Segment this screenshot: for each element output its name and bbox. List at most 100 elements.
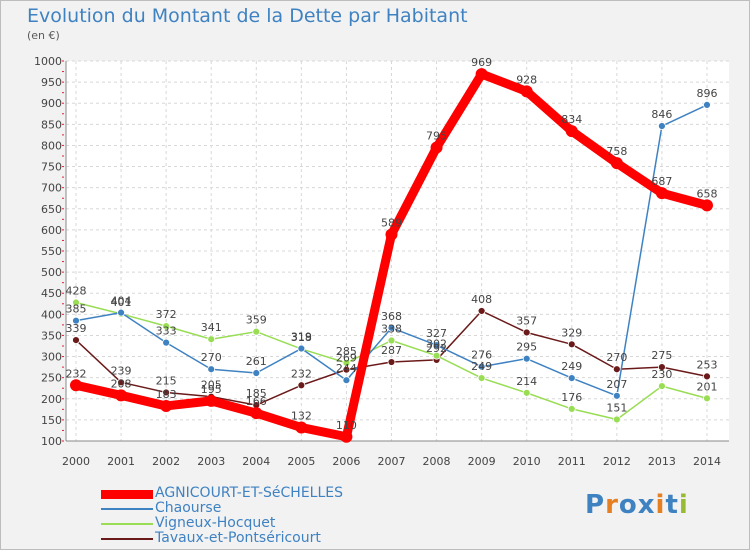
minor-tick [62,334,64,336]
data-label: 834 [561,113,582,126]
y-tick-label: 950 [41,76,62,89]
x-axis: 2000 2001 2002 2003 2004 2005 2006 2007 2008 2009… [62,455,721,468]
y-tick-label: 850 [41,118,62,131]
minor-tick [62,144,64,146]
data-label: 270 [201,351,222,364]
data-point [475,68,488,81]
data-point [162,338,171,347]
data-label: 232 [291,367,312,380]
data-point [252,327,261,336]
data-point [703,101,711,109]
data-label: 292 [426,342,447,355]
data-label: 275 [651,349,672,362]
minor-tick [62,419,64,421]
minor-tick [62,123,64,125]
data-point [162,322,171,331]
legend-swatch [101,490,153,499]
data-point [700,199,713,212]
data-point [567,374,576,382]
y-tick-label: 550 [41,245,62,258]
data-label: 341 [201,321,222,334]
data-label: 327 [426,327,447,340]
chart-subtitle: (en €) [27,29,60,42]
data-label: 589 [381,217,402,230]
legend-label: AGNICOURT-ET-SéCHELLES [155,485,343,501]
minor-tick [62,155,64,157]
data-point [522,388,531,397]
legend-swatch [101,538,153,540]
data-point [72,298,80,307]
x-tick-label: 2014 [693,455,721,468]
data-point [610,157,623,170]
data-label: 687 [651,175,672,188]
data-label: 368 [381,310,402,323]
data-label: 928 [516,73,537,86]
data-label: 183 [156,388,177,401]
minor-tick [62,166,64,168]
data-point [477,307,486,315]
minor-tick [62,176,64,178]
data-point [385,228,398,241]
data-point [565,125,578,138]
data-point [477,374,486,382]
minor-tick [62,377,64,379]
data-point [387,336,396,345]
minor-tick [62,429,64,431]
grid-lines [66,60,729,442]
data-label: 339 [66,322,87,335]
y-tick-label: 750 [41,161,62,174]
data-label: 408 [471,293,492,306]
x-tick-label: 2007 [377,455,405,468]
proxiti-logo: Proxiti [585,490,689,520]
y-tick-label: 900 [41,97,62,110]
data-label: 230 [651,368,672,381]
data-label: 270 [606,351,627,364]
data-label: 244 [336,362,357,375]
data-label: 295 [516,341,537,354]
data-point [477,362,486,371]
minor-tick [62,303,64,305]
data-label: 249 [561,360,582,373]
data-point [117,378,125,387]
minor-tick [62,387,64,389]
minor-tick [62,324,64,326]
legend-label: Chaourse [155,500,222,516]
x-tick-label: 2005 [287,455,315,468]
data-point [72,316,80,325]
data-point [432,341,441,350]
y-tick-label: 650 [41,203,62,216]
data-label: 372 [156,308,177,321]
data-label: 404 [111,295,132,308]
data-point [252,369,261,377]
data-label: 208 [111,377,132,390]
data-point [432,351,441,360]
y-tick-label: 450 [41,287,62,300]
data-point [250,407,263,420]
data-point [658,122,666,130]
legend-label: Vigneux-Hocquet [155,515,276,531]
minor-tick [62,92,64,94]
data-point [295,421,308,434]
data-label: 401 [111,296,132,309]
data-label: 318 [291,331,312,344]
data-point [70,379,82,392]
data-label: 333 [156,325,177,338]
data-point [703,394,711,403]
minor-tick [62,134,64,136]
data-point [430,141,443,154]
minor-tick [62,71,64,73]
data-label: 201 [696,380,717,393]
x-tick-label: 2001 [107,455,135,468]
x-tick-label: 2003 [197,455,225,468]
minor-tick [62,261,64,263]
data-label: 253 [696,358,717,371]
x-tick-label: 2004 [242,455,270,468]
data-point [117,308,125,317]
data-point [612,415,621,424]
x-tick-label: 2008 [423,455,451,468]
x-tick-label: 2011 [558,455,586,468]
data-point [387,323,396,332]
y-tick-label: 300 [41,351,62,364]
series-1 [72,101,711,400]
